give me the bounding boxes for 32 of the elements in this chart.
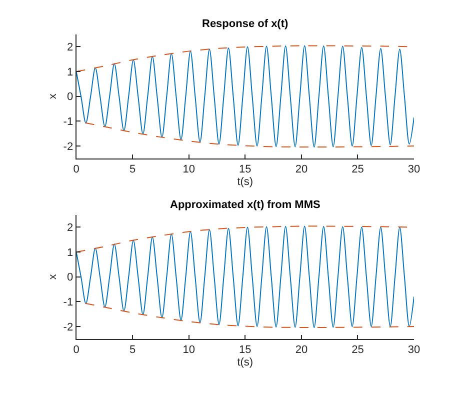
x-tick-label: 25: [352, 344, 364, 356]
y-tick-label: -1: [63, 296, 74, 309]
x-tick-label: 30: [408, 344, 420, 356]
line-series: [76, 226, 414, 328]
y-axis-title: x: [46, 274, 59, 280]
line-series: [84, 302, 414, 328]
y-tick-label: -1: [63, 116, 74, 128]
x-tick-label: 30: [408, 164, 420, 176]
x-tick-label: 25: [352, 164, 364, 176]
x-tick-label: 5: [130, 344, 136, 356]
y-tick-label: 0: [66, 91, 74, 104]
y-tick-label: 2: [66, 222, 74, 234]
y-tick-label: -2: [63, 140, 74, 153]
y-tick-label: 0: [66, 272, 74, 284]
x-tick-label: 15: [239, 164, 252, 176]
x-tick-label: 15: [239, 344, 252, 356]
line-series: [76, 45, 414, 148]
chart-title: Approximated x(t) from MMS: [170, 199, 320, 211]
x-axis-title: t(s): [237, 356, 254, 368]
y-tick-label: 1: [66, 66, 74, 78]
y-axis-title: x: [46, 93, 59, 100]
x-tick-label: 20: [295, 164, 308, 176]
x-tick-label: 20: [295, 344, 308, 356]
x-tick-label: 10: [182, 344, 195, 356]
x-tick-label: 5: [130, 164, 136, 176]
y-tick-label: 2: [66, 42, 74, 54]
y-tick-label: -2: [63, 321, 74, 334]
x-axis-title: t(s): [237, 176, 254, 188]
chart-title: Response of x(t): [202, 18, 289, 30]
x-tick-label: 10: [182, 164, 195, 176]
y-tick-label: 1: [66, 246, 74, 259]
line-series: [84, 122, 414, 148]
